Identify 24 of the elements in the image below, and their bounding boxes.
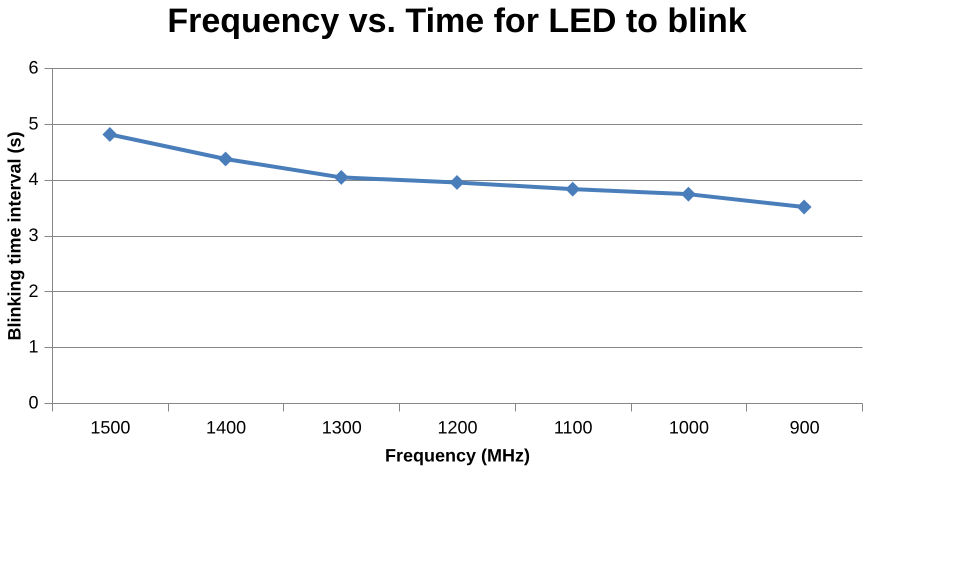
y-tick-label: 6 — [28, 58, 38, 78]
x-tick-label: 1400 — [206, 418, 246, 438]
point — [218, 152, 233, 166]
y-tick-label: 1 — [28, 336, 38, 357]
point — [796, 200, 812, 214]
point — [450, 175, 464, 190]
x-tick-label: 1000 — [668, 418, 709, 438]
y-tick-label: 0 — [28, 392, 38, 412]
point — [102, 127, 118, 142]
x-tick-label: 1100 — [554, 418, 593, 438]
x-tick-label: 900 — [790, 418, 820, 438]
y-tick-label: 3 — [28, 225, 38, 245]
point — [334, 170, 349, 185]
point — [565, 182, 580, 197]
x-tick-label: 1200 — [437, 418, 478, 438]
x-axis-title: Frequency (MHz) — [384, 446, 530, 466]
point — [681, 186, 696, 202]
x-tick-label: 1500 — [90, 418, 130, 438]
y-tick-label: 2 — [28, 280, 38, 301]
chart-title: Frequency vs. Time for LED to blink — [167, 2, 747, 40]
y-tick-label: 4 — [28, 169, 38, 190]
y-axis-title: Blinking time interval (s) — [4, 131, 24, 341]
x-tick-label: 1300 — [322, 418, 362, 438]
y-tick-label: 5 — [28, 113, 38, 134]
